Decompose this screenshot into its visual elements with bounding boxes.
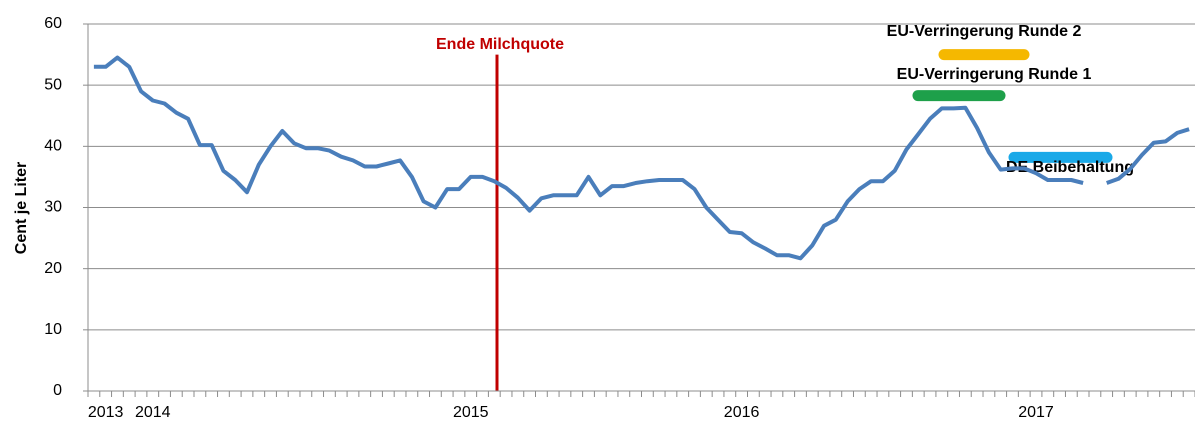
annotation: Ende Milchquote bbox=[436, 36, 564, 53]
y-tick-label: 60 bbox=[44, 15, 62, 32]
x-tick-label: 2014 bbox=[135, 404, 171, 421]
x-tick-label: 2013 bbox=[88, 404, 124, 421]
y-tick-label: 30 bbox=[44, 199, 62, 216]
annotation-label: EU-Verringerung Runde 2 bbox=[887, 23, 1082, 40]
x-tick-label: 2017 bbox=[1018, 404, 1054, 421]
y-tick-label: 20 bbox=[44, 260, 62, 277]
line-series bbox=[93, 55, 1190, 261]
y-tick-label: 40 bbox=[44, 138, 62, 155]
x-tick-label: 2015 bbox=[453, 404, 489, 421]
y-axis-label: Cent je Liter bbox=[13, 162, 30, 254]
y-tick-label: 0 bbox=[53, 382, 62, 399]
x-tick-label: 2016 bbox=[724, 404, 760, 421]
annotation-label: EU-Verringerung Runde 1 bbox=[897, 66, 1092, 83]
annotation-label: DE Beibehaltung bbox=[1006, 159, 1134, 176]
y-tick-label: 50 bbox=[44, 76, 62, 93]
y-tick-label: 10 bbox=[44, 321, 62, 338]
